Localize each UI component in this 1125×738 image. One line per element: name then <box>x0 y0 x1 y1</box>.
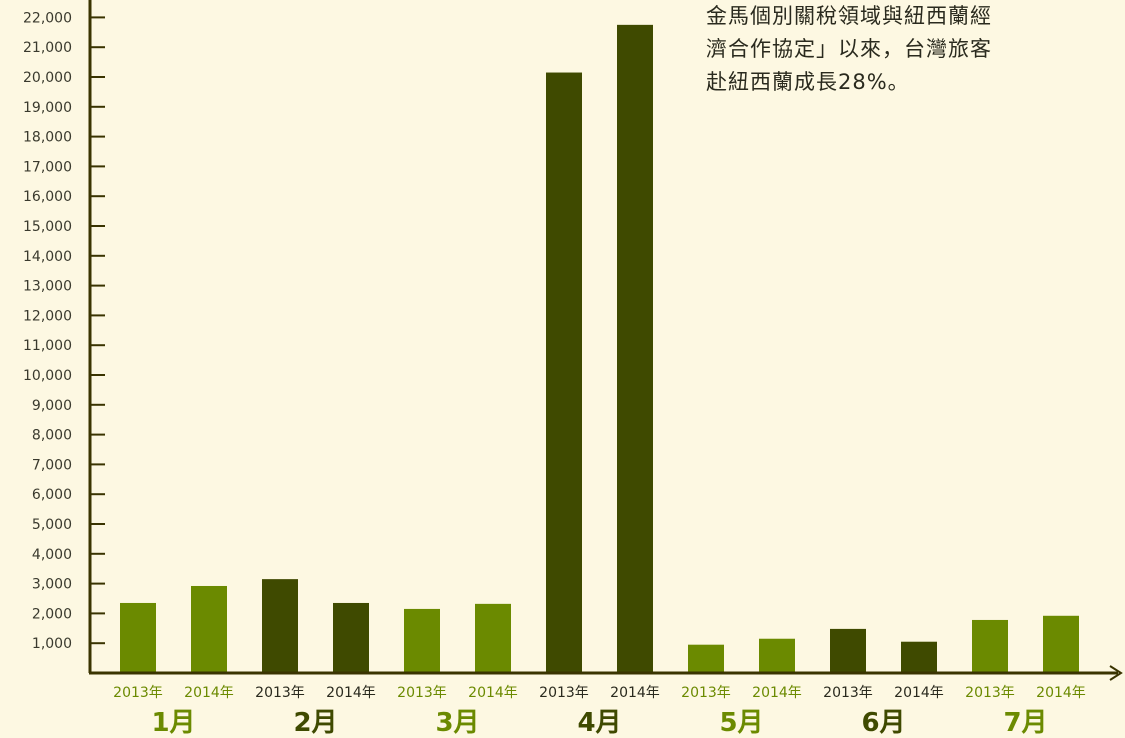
x-tick-label: 2014年 <box>468 685 518 701</box>
x-tick-label: 2014年 <box>326 685 376 701</box>
y-tick-label: 22,000 <box>23 10 72 26</box>
x-labels: 2013年 2014年 2013年 2014年 2013年 2014年 2013年 2014年… <box>113 685 1086 738</box>
x-tick-label: 2013年 <box>965 685 1015 701</box>
x-tick-label: 2014年 <box>752 685 802 701</box>
y-tick-label: 2,000 <box>32 606 72 622</box>
y-tick-label: 6,000 <box>32 487 72 503</box>
month-label: 6月 <box>861 708 905 738</box>
month-label: 2月 <box>293 708 337 738</box>
bar <box>262 579 298 673</box>
y-tick-label: 12,000 <box>23 308 72 324</box>
x-tick-label: 2013年 <box>823 685 873 701</box>
x-tick-label: 2013年 <box>539 685 589 701</box>
month-label: 5月 <box>719 708 763 738</box>
bar <box>617 24 653 674</box>
month-label: 7月 <box>1003 708 1047 738</box>
y-tick-label: 5,000 <box>32 517 72 533</box>
y-tick-label: 17,000 <box>23 159 72 175</box>
bar <box>1043 615 1079 673</box>
y-tick-label: 9,000 <box>32 398 72 414</box>
y-tick-label: 15,000 <box>23 219 72 235</box>
x-tick-label: 2013年 <box>397 685 447 701</box>
y-tick-label: 16,000 <box>23 189 72 205</box>
bar <box>688 644 724 673</box>
bar <box>475 603 511 673</box>
bar <box>404 608 440 673</box>
x-tick-label: 2013年 <box>113 685 163 701</box>
x-tick-label: 2014年 <box>184 685 234 701</box>
annotation-line-1: 金馬個別關稅領域與紐西蘭經 <box>706 4 992 28</box>
bar <box>759 638 795 673</box>
y-tick-label: 4,000 <box>32 547 72 563</box>
y-axis: 1,000 2,000 3,000 4,000 5,000 6,000 7,000 8,000… <box>23 0 105 673</box>
bars <box>120 24 1079 674</box>
y-tick-label: 11,000 <box>23 338 72 354</box>
y-tick-label: 21,000 <box>23 40 72 56</box>
x-axis-arrow-icon <box>1109 665 1123 681</box>
y-tick-label: 19,000 <box>23 100 72 116</box>
x-tick-label: 2013年 <box>681 685 731 701</box>
y-tick-label: 7,000 <box>32 457 72 473</box>
y-tick-label: 10,000 <box>23 368 72 384</box>
bar <box>191 585 227 673</box>
x-tick-label: 2014年 <box>610 685 660 701</box>
y-tick-label: 20,000 <box>23 70 72 86</box>
y-tick-label: 14,000 <box>23 249 72 265</box>
x-axis <box>89 665 1123 681</box>
y-tick-label: 18,000 <box>23 130 72 146</box>
y-tick-label: 13,000 <box>23 279 72 295</box>
bar <box>120 602 156 673</box>
month-label: 3月 <box>435 708 479 738</box>
month-label: 4月 <box>577 708 621 738</box>
bar <box>333 602 369 673</box>
bar <box>546 72 582 673</box>
bar <box>901 641 937 673</box>
month-label: 1月 <box>151 708 195 738</box>
x-tick-label: 2014年 <box>894 685 944 701</box>
annotation-line-2: 濟合作協定」以來，台灣旅客 <box>706 37 992 61</box>
y-tick-label: 8,000 <box>32 428 72 444</box>
x-tick-label: 2014年 <box>1036 685 1086 701</box>
bar <box>830 628 866 673</box>
y-tick-label: 1,000 <box>32 636 72 652</box>
annotation-line-3: 赴紐西蘭成長28%。 <box>706 70 910 94</box>
x-tick-label: 2013年 <box>255 685 305 701</box>
bar <box>972 619 1008 673</box>
y-tick-label: 3,000 <box>32 577 72 593</box>
annotation-text: 金馬個別關稅領域與紐西蘭經 濟合作協定」以來，台灣旅客 赴紐西蘭成長28%。 <box>706 0 1096 99</box>
